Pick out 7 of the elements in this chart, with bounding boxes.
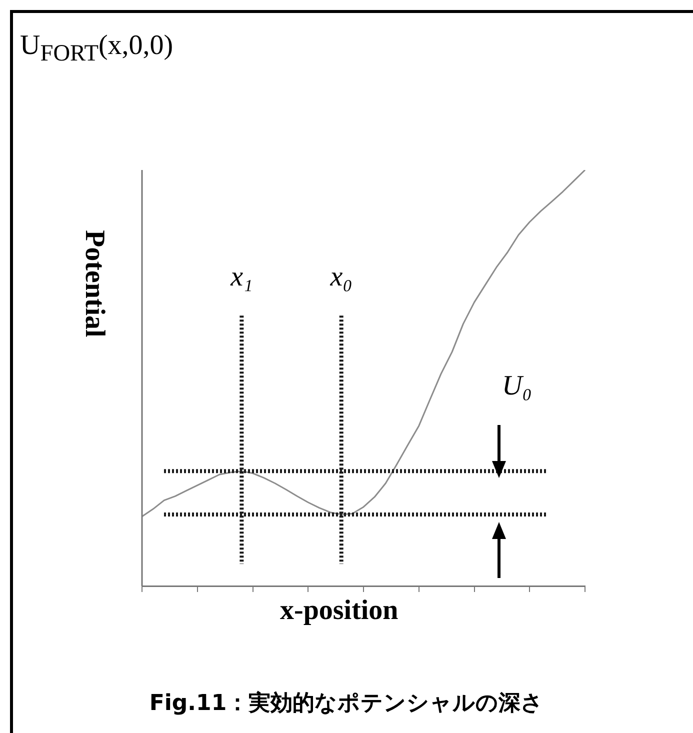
chart-title: U$_{FORT}$(x,0,0) [20, 30, 174, 68]
y-axis-title: Potential [78, 230, 110, 338]
caption: Fig.11：実効的なポテンシャルの深さ [148, 690, 545, 718]
x-axis-title: x-position [280, 595, 398, 627]
annotation: x₁ [230, 262, 253, 293]
annotation: x₀ [329, 262, 352, 293]
ref-line-label: U₀ [502, 370, 532, 402]
